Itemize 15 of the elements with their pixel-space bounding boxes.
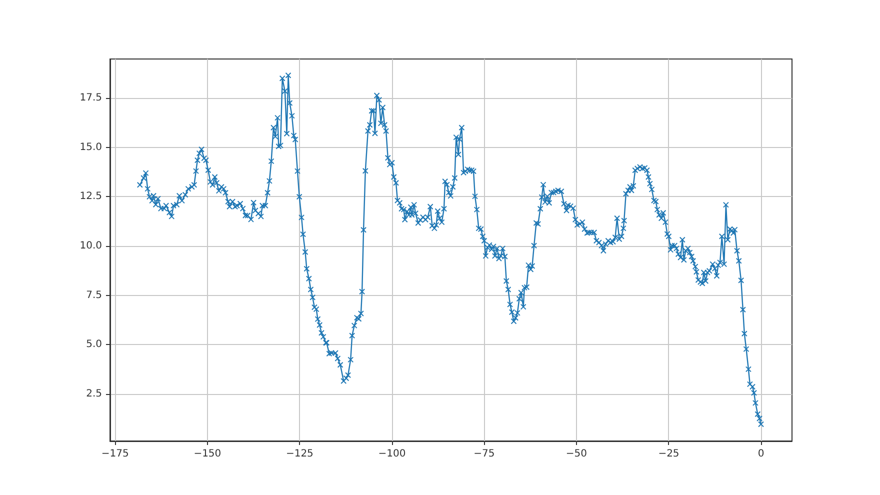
x-tick-label: −75 — [474, 448, 495, 460]
x-tick-label: −100 — [378, 448, 406, 460]
x-tick-label: 0 — [758, 448, 764, 460]
y-tick-label: 10.0 — [80, 240, 102, 252]
y-tick-label: 5.0 — [86, 339, 102, 350]
x-tick-label: −150 — [194, 448, 222, 460]
x-tick-label: −25 — [658, 448, 680, 460]
y-tick-label: 12.5 — [80, 191, 102, 202]
x-tick-label: −175 — [101, 448, 129, 460]
x-tick-label: −50 — [566, 448, 588, 460]
y-tick-label: 7.5 — [86, 290, 102, 301]
y-tick-label: 17.5 — [80, 92, 102, 104]
x-tick-label: −125 — [286, 448, 314, 460]
y-tick-label: 15.0 — [80, 142, 102, 153]
y-tick-label: 2.5 — [86, 388, 102, 400]
